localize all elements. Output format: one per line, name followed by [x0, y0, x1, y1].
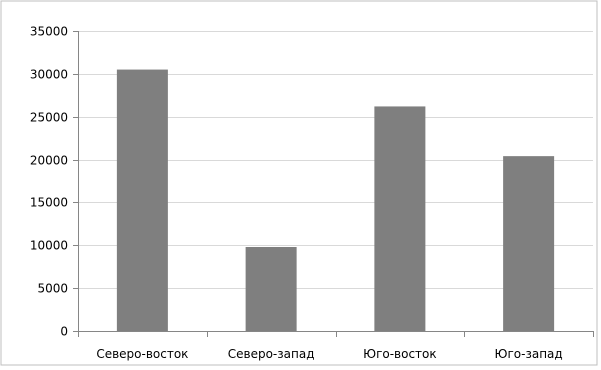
- y-tick-label: 30000: [30, 68, 68, 82]
- bar: [116, 69, 168, 332]
- bars: [116, 69, 555, 332]
- y-tick-label: 5000: [37, 282, 68, 296]
- x-tick-label: Юго-восток: [363, 347, 437, 361]
- bar: [374, 106, 426, 331]
- bar: [245, 247, 297, 331]
- y-tick-label: 25000: [30, 111, 68, 125]
- x-axis-ticks: [78, 331, 594, 337]
- y-tick-label: 15000: [30, 196, 68, 210]
- bar: [503, 156, 555, 331]
- y-tick-label: 20000: [30, 154, 68, 168]
- x-tick-label: Северо-запад: [228, 347, 315, 361]
- y-axis-tick-labels: 0 5000 10000 15000 20000 25000 30000 35000: [30, 25, 68, 339]
- y-tick-label: 35000: [30, 25, 68, 39]
- y-axis-ticks: [73, 31, 78, 332]
- x-axis-tick-labels: Северо-восток Северо-запад Юго-восток Юго-з…: [96, 347, 562, 361]
- x-tick-label: Северо-восток: [96, 347, 188, 361]
- y-tick-label: 0: [60, 325, 68, 339]
- x-tick-label: Юго-запад: [495, 347, 563, 361]
- y-tick-label: 10000: [30, 239, 68, 253]
